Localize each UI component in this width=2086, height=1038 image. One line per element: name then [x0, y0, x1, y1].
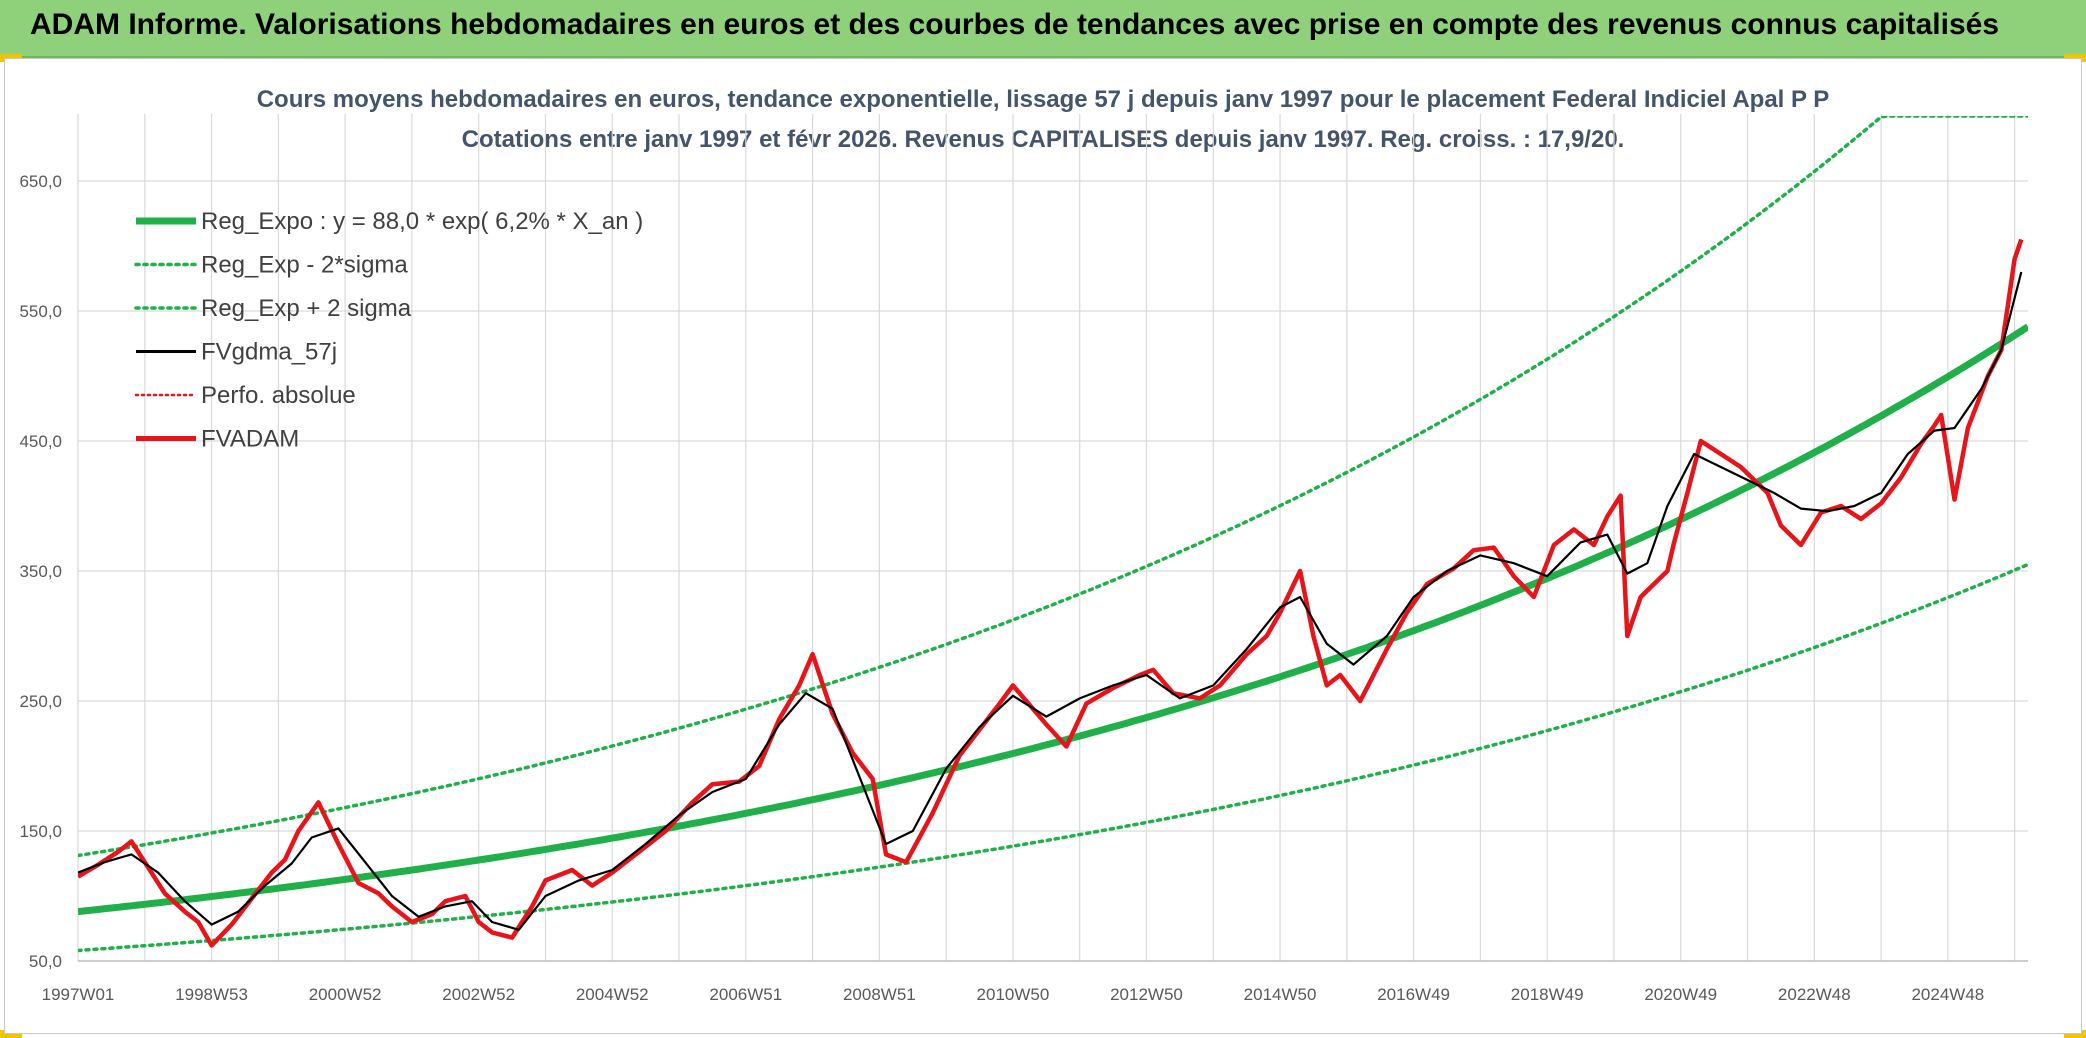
x-tick-label: 2022W48: [1778, 985, 1851, 1004]
y-tick-label: 650,0: [19, 172, 62, 191]
x-tick-label: 2020W49: [1644, 985, 1717, 1004]
y-tick-label: 150,0: [19, 822, 62, 841]
y-tick-label: 550,0: [19, 302, 62, 321]
legend-label: Reg_Exp - 2*sigma: [201, 252, 408, 279]
chart-title: Cours moyens hebdomadaires en euros, ten…: [256, 86, 1830, 113]
x-tick-label: 2024W48: [1911, 985, 1984, 1004]
corner-mark-bottom-right: [2064, 1030, 2086, 1038]
axes: 50,0 150,0 250,0 350,0 450,0 550,0 650,0 1997W0…: [19, 172, 2028, 1004]
x-tick-label: 2012W50: [1110, 985, 1183, 1004]
fvadam-line: [78, 238, 2024, 948]
y-tick-label: 450,0: [19, 432, 62, 451]
legend-label: FVADAM: [201, 426, 299, 453]
title-banner: ADAM Informe. Valorisations hebdomadaire…: [0, 0, 2086, 58]
reg-expo-line: [78, 323, 2028, 916]
x-tick-label: 2018W49: [1511, 985, 1584, 1004]
reg-exp-plus-2sigma-line: [78, 116, 2028, 858]
reg-exp-minus-2sigma-line: [78, 562, 2028, 953]
x-tick-label: 1997W01: [42, 985, 115, 1004]
y-tick-label: 250,0: [19, 692, 62, 711]
report-title: ADAM Informe. Valorisations hebdomadaire…: [30, 8, 1999, 41]
gridlines: [77, 114, 2028, 962]
legend-label: FVgdma_57j: [201, 339, 337, 366]
y-tick-label: 350,0: [19, 562, 62, 581]
fvgdma-57j-line: [78, 271, 2023, 931]
legend-label: Perfo. absolue: [201, 382, 356, 409]
x-tick-label: 2016W49: [1377, 985, 1450, 1004]
x-tick-label: 2010W50: [977, 985, 1050, 1004]
series: [78, 116, 2028, 953]
x-tick-label: 2004W52: [576, 985, 649, 1004]
x-tick-label: 2008W51: [843, 985, 916, 1004]
x-tick-label: 1998W53: [175, 985, 248, 1004]
chart-subtitle: Cotations entre janv 1997 et févr 2026. …: [461, 126, 1625, 153]
x-tick-label: 2000W52: [309, 985, 382, 1004]
x-tick-label: 2002W52: [442, 985, 515, 1004]
y-tick-label: 50,0: [29, 952, 62, 971]
x-tick-label: 2014W50: [1244, 985, 1317, 1004]
corner-mark-bottom-left: [0, 1030, 22, 1038]
x-tick-label: 2006W51: [709, 985, 782, 1004]
legend: Reg_Expo : y = 88,0 * exp( 6,2% * X_an )…: [134, 208, 643, 453]
legend-label: Reg_Exp + 2 sigma: [201, 295, 412, 322]
legend-label: Reg_Expo : y = 88,0 * exp( 6,2% * X_an ): [201, 208, 643, 235]
